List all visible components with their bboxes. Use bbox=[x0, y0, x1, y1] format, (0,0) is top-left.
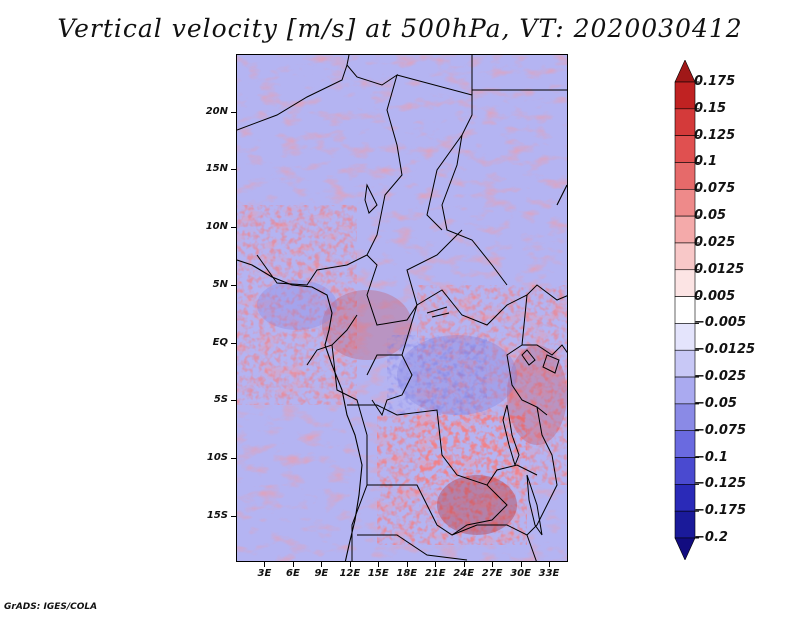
colorbar-segment bbox=[674, 510, 696, 539]
x-tick-label: 27E bbox=[481, 568, 503, 579]
colorbar-segment bbox=[674, 215, 696, 244]
x-tick bbox=[321, 562, 323, 567]
x-tick-label: 18E bbox=[396, 568, 418, 579]
x-tick bbox=[349, 562, 351, 567]
x-tick-label: 3E bbox=[257, 568, 272, 579]
colorbar-segment bbox=[674, 403, 696, 432]
colorbar-segment bbox=[674, 323, 696, 351]
colorbar-segment bbox=[674, 81, 696, 110]
x-tick bbox=[492, 562, 494, 567]
x-tick-label: 6E bbox=[286, 568, 300, 579]
colorbar-segment bbox=[674, 135, 696, 163]
x-tick-label: 21E bbox=[424, 568, 446, 579]
x-tick bbox=[520, 562, 522, 567]
y-tick bbox=[231, 342, 236, 344]
colorbar-level-label: 0.05 bbox=[694, 208, 727, 224]
chart-title: Vertical velocity [m/s] at 500hPa, VT: 2… bbox=[57, 14, 743, 43]
colorbar bbox=[674, 60, 699, 560]
colorbar-segment bbox=[674, 349, 696, 378]
colorbar-segment bbox=[674, 242, 696, 271]
colorbar-level-label: 0.1 bbox=[694, 154, 718, 170]
x-tick-label: 12E bbox=[339, 568, 361, 579]
x-tick-label: 33E bbox=[538, 568, 560, 579]
colorbar-level-label: 0.075 bbox=[694, 181, 736, 197]
colorbar-segment bbox=[674, 269, 696, 297]
colorbar-level-label: 0.125 bbox=[694, 127, 736, 143]
colorbar-segment bbox=[674, 376, 696, 405]
lakes bbox=[364, 183, 560, 536]
x-tick-label: 9E bbox=[314, 568, 329, 579]
y-tick-label: 10N bbox=[205, 221, 228, 233]
y-tick bbox=[231, 227, 236, 229]
y-tick bbox=[231, 400, 236, 402]
y-tick-label: EQ bbox=[212, 336, 228, 348]
colorbar-level-label: 0.175 bbox=[694, 74, 736, 89]
grads-credit: GrADS: IGES/COLA bbox=[4, 602, 98, 612]
colorbar-level-label: 0.0125 bbox=[694, 261, 745, 277]
y-tick-label: 10S bbox=[206, 452, 228, 464]
y-tick-label: 5N bbox=[212, 278, 228, 290]
colorbar-segment bbox=[674, 296, 696, 324]
colorbar-level-label: −0.1 bbox=[694, 449, 728, 465]
coastline bbox=[237, 184, 567, 561]
x-tick-label: 30E bbox=[510, 568, 531, 579]
x-tick bbox=[292, 562, 294, 567]
x-tick bbox=[406, 562, 408, 567]
colorbar-segment bbox=[674, 60, 696, 83]
colorbar-level-label: −0.0125 bbox=[694, 342, 756, 358]
colorbar-level-label: −0.025 bbox=[694, 369, 747, 385]
y-tick-label: 15S bbox=[206, 509, 228, 521]
y-tick bbox=[231, 515, 236, 517]
y-tick bbox=[231, 169, 236, 171]
colorbar-segment bbox=[674, 430, 696, 458]
colorbar-segment bbox=[674, 537, 696, 560]
y-tick-label: 5S bbox=[213, 394, 228, 406]
y-tick-label: 20N bbox=[205, 105, 228, 117]
colorbar-level-label: −0.075 bbox=[694, 422, 747, 438]
y-tick bbox=[231, 111, 236, 113]
colorbar-segment bbox=[674, 457, 696, 485]
velocity-field bbox=[237, 55, 567, 561]
colorbar-segment bbox=[674, 484, 696, 512]
x-tick bbox=[463, 562, 465, 567]
country-boundaries bbox=[237, 55, 567, 561]
x-tick bbox=[378, 562, 380, 567]
x-tick bbox=[435, 562, 437, 567]
y-tick bbox=[231, 284, 236, 286]
colorbar-level-label: 0.025 bbox=[694, 234, 736, 250]
colorbar-level-label: 0.15 bbox=[694, 100, 727, 116]
y-tick-label: 15N bbox=[205, 163, 228, 175]
x-tick-label: 24E bbox=[453, 568, 475, 579]
colorbar-level-label: −0.05 bbox=[694, 395, 737, 411]
colorbar-segment bbox=[674, 108, 696, 136]
colorbar-level-label: −0.005 bbox=[694, 315, 747, 331]
x-tick bbox=[549, 562, 551, 567]
colorbar-level-label: 0.005 bbox=[694, 288, 736, 304]
colorbar-level-label: −0.125 bbox=[694, 476, 747, 492]
colorbar-segment bbox=[674, 188, 696, 217]
x-tick-label: 15E bbox=[367, 568, 389, 579]
velocity-map bbox=[236, 54, 568, 562]
y-tick bbox=[231, 458, 236, 460]
colorbar-segment bbox=[674, 162, 696, 190]
colorbar-level-label: −0.175 bbox=[694, 503, 747, 519]
x-tick bbox=[264, 562, 266, 567]
colorbar-level-label: −0.2 bbox=[694, 530, 728, 545]
